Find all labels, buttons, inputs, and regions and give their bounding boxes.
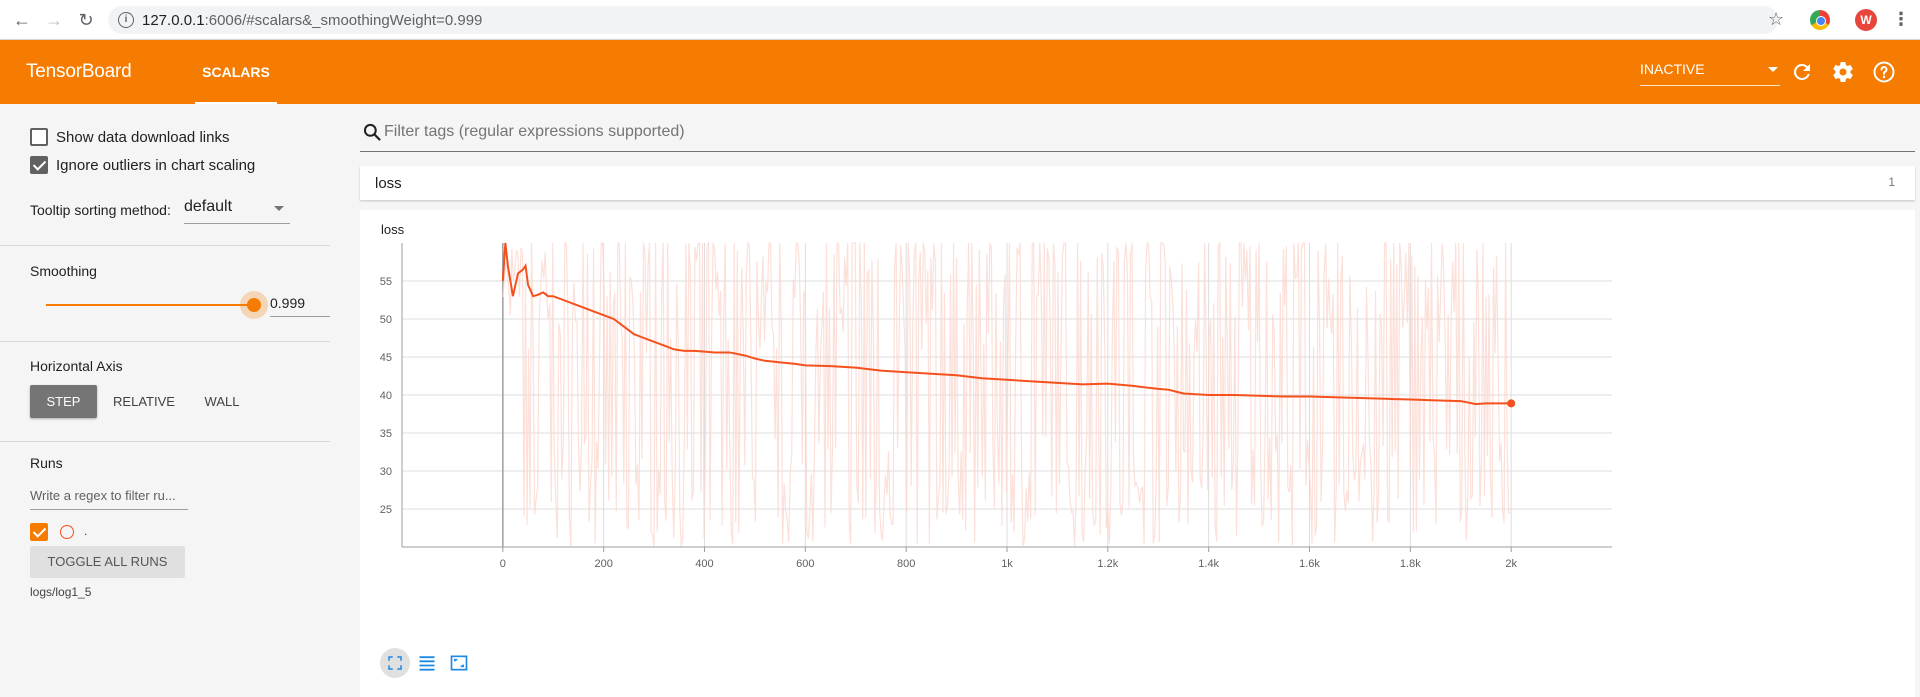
- y-tick-label: 55: [380, 276, 392, 288]
- y-tick-label: 50: [380, 314, 392, 326]
- smoothing-label: Smoothing: [30, 263, 97, 279]
- bookmark-star-icon[interactable]: ☆: [1768, 9, 1785, 29]
- search-icon: [363, 123, 381, 141]
- x-tick-label: 200: [594, 558, 612, 570]
- run-checkbox[interactable]: [30, 523, 56, 541]
- browser-menu-icon[interactable]: ⋮: [1892, 9, 1910, 29]
- settings-gear-icon[interactable]: [1831, 60, 1855, 84]
- checkbox-label: Show data download links: [56, 128, 230, 146]
- loss-chart[interactable]: 25 30 35 40 45 50 55 0 200 400 600 800 1k 1.2k 1.4k 1.6…: [360, 210, 1915, 697]
- checkbox-box[interactable]: [30, 156, 48, 174]
- chart-card: loss 25 30 35 40 45 50 55 0 200 400 600 800 1k 1.2k 1.…: [360, 210, 1915, 697]
- x-tick-label: 1.4k: [1198, 558, 1219, 570]
- log-directory: logs/log1_5: [30, 585, 92, 599]
- x-tick-label: 1.6k: [1299, 558, 1320, 570]
- refresh-icon[interactable]: [1790, 60, 1814, 84]
- fit-domain-icon[interactable]: [444, 648, 474, 678]
- forward-icon[interactable]: →: [45, 9, 63, 30]
- y-tick-label: 30: [380, 466, 392, 478]
- checkbox-label: Ignore outliers in chart scaling: [56, 156, 256, 174]
- smoothing-slider-track[interactable]: [46, 304, 254, 306]
- x-tick-label: 800: [897, 558, 915, 570]
- toggle-all-runs-button[interactable]: TOGGLE ALL RUNS: [30, 546, 185, 578]
- ignore-outliers-checkbox[interactable]: Ignore outliers in chart scaling: [30, 156, 255, 174]
- url-text: 127.0.0.1:6006/#scalars&_smoothingWeight…: [142, 12, 483, 29]
- y-tick-label: 45: [380, 352, 392, 364]
- dropdown-caret-icon: [274, 206, 284, 211]
- axis-step-button[interactable]: STEP: [30, 385, 97, 418]
- tag-group-count: 1: [1888, 175, 1895, 189]
- dropdown-caret-icon: [1768, 67, 1778, 72]
- smoothed-loss-line: [501, 242, 1512, 406]
- horizontal-axis-section: [0, 342, 330, 442]
- run-name: .: [84, 524, 88, 538]
- app-title: TensorBoard: [26, 61, 132, 82]
- x-tick-label: 1k: [1001, 558, 1013, 570]
- checkbox-box[interactable]: [30, 128, 48, 146]
- profile-avatar[interactable]: W: [1855, 9, 1877, 31]
- options-section: [0, 104, 330, 246]
- main-panel: Filter tags (regular expressions support…: [360, 104, 1920, 697]
- tag-group-name: loss: [375, 175, 402, 192]
- y-tick-label: 35: [380, 428, 392, 440]
- runs-filter-input[interactable]: Write a regex to filter ru...: [30, 486, 188, 510]
- tag-group-header[interactable]: loss 1: [360, 166, 1915, 200]
- toggle-log-scale-icon[interactable]: [412, 648, 442, 678]
- extension-icon[interactable]: [1810, 10, 1830, 30]
- expand-chart-icon[interactable]: [380, 648, 410, 678]
- address-bar[interactable]: i 127.0.0.1:6006/#scalars&_smoothingWeig…: [108, 6, 1778, 34]
- help-icon[interactable]: [1872, 60, 1896, 84]
- raw-loss-line: [502, 240, 1511, 547]
- x-tick-label: 1.2k: [1097, 558, 1118, 570]
- x-tick-label: 0: [500, 558, 506, 570]
- site-info-icon[interactable]: i: [118, 12, 134, 28]
- runs-label: Runs: [30, 455, 63, 471]
- horizontal-axis-label: Horizontal Axis: [30, 358, 123, 374]
- reload-icon[interactable]: ↻: [78, 9, 94, 30]
- sidebar: Show data download links Ignore outliers…: [0, 104, 360, 697]
- y-tick-label: 25: [380, 504, 392, 516]
- chart-title: loss: [381, 222, 405, 237]
- axis-wall-button[interactable]: WALL: [204, 394, 240, 409]
- tag-filter-placeholder: Filter tags (regular expressions support…: [384, 123, 685, 140]
- inactive-select-value: INACTIVE: [1640, 61, 1705, 77]
- run-color-icon: [60, 525, 74, 539]
- smoothing-section: [0, 246, 330, 342]
- tag-filter-input[interactable]: Filter tags (regular expressions support…: [360, 116, 1915, 152]
- last-point-marker: [1507, 399, 1516, 408]
- x-tick-label: 1.8k: [1400, 558, 1421, 570]
- axis-relative-button[interactable]: RELATIVE: [113, 394, 175, 409]
- checkbox-box[interactable]: [30, 523, 48, 541]
- smoothing-slider-handle[interactable]: [247, 298, 261, 312]
- inactive-dashboards-select[interactable]: INACTIVE: [1640, 58, 1780, 86]
- tooltip-sorting-label: Tooltip sorting method:: [30, 202, 171, 218]
- app-header: TensorBoard SCALARS INACTIVE: [0, 40, 1920, 104]
- tooltip-sorting-select[interactable]: default: [184, 198, 290, 224]
- show-download-links-checkbox[interactable]: Show data download links: [30, 128, 229, 146]
- smoothing-value-input[interactable]: 0.999: [270, 291, 330, 317]
- x-tick-label: 400: [695, 558, 713, 570]
- y-tick-label: 40: [380, 390, 392, 402]
- browser-toolbar: ← → ↻ i 127.0.0.1:6006/#scalars&_smoothi…: [0, 0, 1920, 40]
- x-tick-label: 2k: [1505, 558, 1517, 570]
- x-tick-label: 600: [796, 558, 814, 570]
- tooltip-sorting-value: default: [184, 198, 233, 215]
- back-icon[interactable]: ←: [13, 9, 31, 30]
- tab-scalars[interactable]: SCALARS: [195, 40, 277, 104]
